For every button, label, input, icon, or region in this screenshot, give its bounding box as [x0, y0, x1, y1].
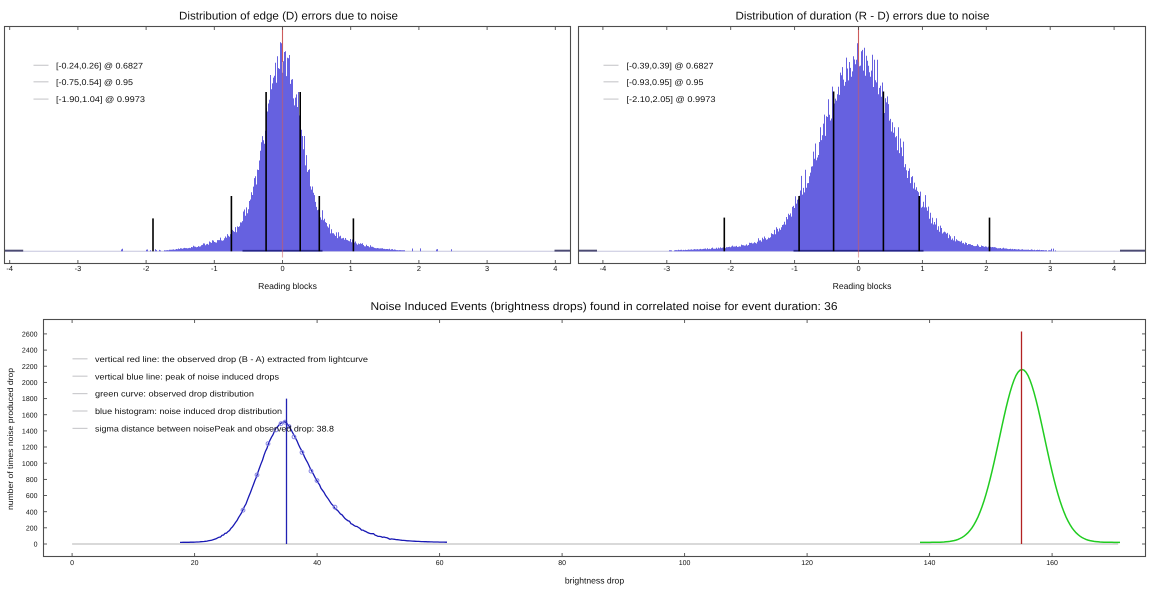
svg-text:60: 60 — [436, 560, 444, 567]
svg-text:160: 160 — [1046, 560, 1058, 567]
svg-text:2200: 2200 — [22, 364, 38, 371]
svg-text:0: 0 — [34, 542, 38, 549]
svg-text:400: 400 — [26, 509, 38, 516]
svg-text:1400: 1400 — [22, 429, 38, 436]
svg-text:[-0.75,0.54] @ 0.95: [-0.75,0.54] @ 0.95 — [56, 78, 133, 87]
svg-text:[-0.39,0.39] @ 0.6827: [-0.39,0.39] @ 0.6827 — [627, 61, 714, 70]
svg-text:[-0.24,0.26] @ 0.6827: [-0.24,0.26] @ 0.6827 — [56, 61, 143, 70]
svg-text:Reading blocks: Reading blocks — [258, 281, 317, 291]
svg-text:0: 0 — [70, 560, 74, 567]
svg-text:2000: 2000 — [22, 380, 38, 387]
svg-text:brightness drop: brightness drop — [565, 576, 624, 586]
svg-text:[-1.90,1.04] @ 0.9973: [-1.90,1.04] @ 0.9973 — [56, 95, 145, 104]
svg-text:3: 3 — [1048, 264, 1052, 273]
svg-text:[-0.93,0.95] @ 0.95: [-0.93,0.95] @ 0.95 — [627, 78, 704, 87]
svg-text:Noise Induced Events (brightne: Noise Induced Events (brightness drops) … — [371, 301, 838, 313]
svg-text:3: 3 — [485, 264, 489, 273]
svg-text:-1: -1 — [791, 264, 798, 273]
svg-text:120: 120 — [801, 560, 813, 567]
svg-text:600: 600 — [26, 493, 38, 500]
svg-text:1: 1 — [920, 264, 924, 273]
svg-text:-4: -4 — [6, 264, 13, 273]
svg-text:Reading blocks: Reading blocks — [833, 281, 892, 291]
svg-text:1200: 1200 — [22, 445, 38, 452]
svg-text:blue histogram: noise induced: blue histogram: noise induced drop distr… — [95, 407, 282, 416]
svg-text:800: 800 — [26, 477, 38, 484]
svg-text:4: 4 — [553, 264, 557, 273]
svg-text:vertical blue line: peak of no: vertical blue line: peak of noise induce… — [95, 372, 279, 381]
svg-text:-4: -4 — [600, 264, 607, 273]
svg-text:40: 40 — [313, 560, 321, 567]
svg-text:-3: -3 — [75, 264, 82, 273]
svg-text:4: 4 — [1112, 264, 1116, 273]
svg-text:2600: 2600 — [22, 332, 38, 339]
svg-text:2: 2 — [984, 264, 988, 273]
svg-text:1800: 1800 — [22, 396, 38, 403]
svg-text:80: 80 — [558, 560, 566, 567]
svg-text:number of times noise produced: number of times noise produced drop — [6, 367, 15, 510]
svg-text:100: 100 — [679, 560, 691, 567]
svg-text:Distribution of edge (D) error: Distribution of edge (D) errors due to n… — [179, 11, 398, 23]
svg-text:140: 140 — [924, 560, 936, 567]
svg-text:0: 0 — [280, 264, 284, 273]
svg-text:-2: -2 — [143, 264, 150, 273]
svg-text:-3: -3 — [664, 264, 671, 273]
svg-text:1600: 1600 — [22, 412, 38, 419]
svg-text:1: 1 — [349, 264, 353, 273]
svg-text:[-2.10,2.05] @ 0.9973: [-2.10,2.05] @ 0.9973 — [627, 95, 716, 104]
svg-text:1000: 1000 — [22, 461, 38, 468]
svg-text:green curve: observed drop dis: green curve: observed drop distribution — [95, 390, 254, 399]
svg-text:-1: -1 — [211, 264, 218, 273]
svg-text:20: 20 — [191, 560, 199, 567]
svg-text:0: 0 — [856, 264, 860, 273]
svg-text:vertical red line: the observe: vertical red line: the observed drop (B … — [95, 355, 368, 364]
svg-text:200: 200 — [26, 525, 38, 532]
svg-text:sigma distance between noisePe: sigma distance between noisePeak and obs… — [95, 425, 334, 434]
svg-text:2400: 2400 — [22, 348, 38, 355]
svg-text:Distribution of duration (R -: Distribution of duration (R - D) errors … — [736, 11, 990, 23]
svg-text:-2: -2 — [727, 264, 734, 273]
svg-text:2: 2 — [417, 264, 421, 273]
